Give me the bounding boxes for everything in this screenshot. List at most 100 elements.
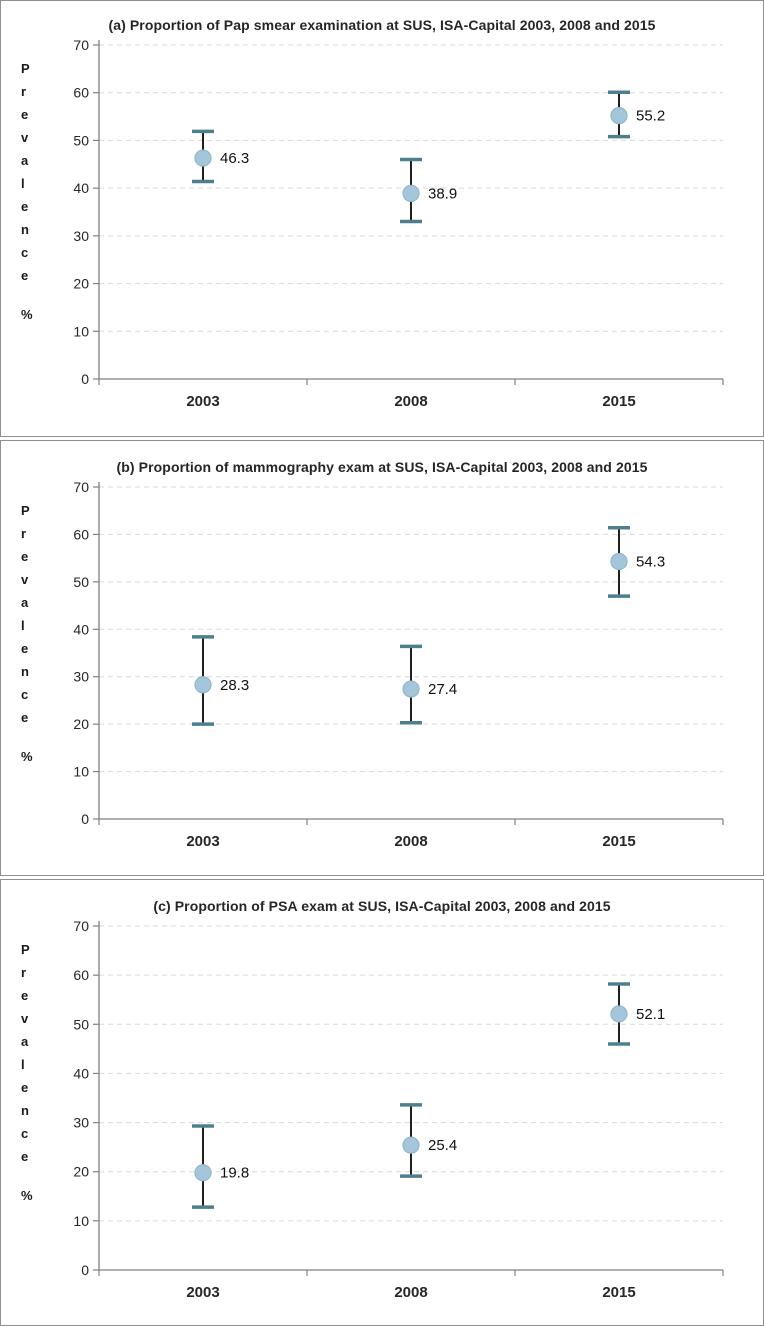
chart-panel-a: (a) Proportion of Pap smear examination … bbox=[0, 0, 764, 437]
y-axis-letter: e bbox=[21, 107, 29, 122]
y-tick-label: 0 bbox=[81, 371, 89, 387]
y-axis-letter: n bbox=[21, 1103, 29, 1118]
y-tick-label: 30 bbox=[73, 1115, 89, 1131]
x-tick-label: 2008 bbox=[394, 833, 427, 850]
y-axis-unit: % bbox=[21, 1188, 33, 1203]
y-tick-label: 60 bbox=[73, 967, 89, 983]
value-label: 38.9 bbox=[428, 185, 457, 202]
data-point bbox=[194, 1164, 212, 1182]
chart-canvas: 0 10 20 30 40 50 60 70 2003 28.3 2008 27.4 2015 54.3 bbox=[73, 479, 724, 850]
chart-panel-b: (b) Proportion of mammography exam at SU… bbox=[0, 440, 764, 876]
y-tick-label: 50 bbox=[73, 132, 89, 148]
chart-panel-c: (c) Proportion of PSA exam at SUS, ISA-C… bbox=[0, 879, 764, 1326]
x-tick-label: 2015 bbox=[602, 833, 635, 850]
y-axis-letter: n bbox=[21, 222, 29, 237]
x-tick-label: 2003 bbox=[186, 833, 219, 850]
y-tick-label: 30 bbox=[73, 228, 89, 244]
value-label: 19.8 bbox=[220, 1165, 249, 1182]
y-tick-label: 40 bbox=[73, 1065, 89, 1081]
y-tick-label: 60 bbox=[73, 526, 89, 542]
y-axis-letter: P bbox=[21, 503, 30, 518]
chart-title-b: (b) Proportion of mammography exam at SU… bbox=[116, 459, 648, 475]
x-tick-label: 2003 bbox=[186, 393, 219, 410]
x-tick-label: 2003 bbox=[186, 1284, 219, 1301]
value-label: 27.4 bbox=[428, 681, 457, 698]
value-label: 28.3 bbox=[220, 677, 249, 694]
y-axis-letter: v bbox=[21, 572, 29, 587]
data-point bbox=[402, 184, 420, 202]
y-tick-label: 70 bbox=[73, 37, 89, 53]
y-axis-letter: c bbox=[21, 245, 29, 260]
y-axis-letter: e bbox=[21, 1080, 29, 1095]
chart-title-c: (c) Proportion of PSA exam at SUS, ISA-C… bbox=[153, 898, 611, 914]
y-axis-letter: c bbox=[21, 687, 29, 702]
y-axis-letter: l bbox=[21, 1057, 25, 1072]
y-axis-letter: r bbox=[21, 84, 27, 99]
y-tick-label: 40 bbox=[73, 621, 89, 637]
y-tick-label: 20 bbox=[73, 1164, 89, 1180]
y-tick-label: 10 bbox=[73, 764, 89, 780]
data-point bbox=[194, 149, 212, 167]
x-tick-label: 2015 bbox=[602, 393, 635, 410]
data-point bbox=[610, 107, 628, 125]
value-label: 55.2 bbox=[636, 108, 665, 125]
y-axis-letter: v bbox=[21, 1011, 29, 1026]
data-point bbox=[194, 676, 212, 694]
y-axis-letter: r bbox=[21, 965, 27, 980]
y-axis-unit: % bbox=[21, 749, 33, 764]
y-tick-label: 30 bbox=[73, 669, 89, 685]
y-tick-label: 50 bbox=[73, 1016, 89, 1032]
y-axis-letter: e bbox=[21, 710, 29, 725]
y-axis-letter: P bbox=[21, 61, 30, 76]
y-tick-label: 20 bbox=[73, 716, 89, 732]
data-point bbox=[610, 1005, 628, 1023]
chart-canvas: 0 10 20 30 40 50 60 70 2003 46.3 2008 38.9 2015 55.2 bbox=[73, 37, 724, 410]
y-axis-letter: e bbox=[21, 199, 29, 214]
y-axis-letter: n bbox=[21, 664, 29, 679]
y-tick-label: 10 bbox=[73, 323, 89, 339]
y-tick-label: 70 bbox=[73, 479, 89, 495]
value-label: 52.1 bbox=[636, 1006, 665, 1023]
x-tick-label: 2015 bbox=[602, 1284, 635, 1301]
y-axis-letter: l bbox=[21, 618, 25, 633]
value-label: 46.3 bbox=[220, 150, 249, 167]
data-point bbox=[402, 1136, 420, 1154]
y-axis-letter: e bbox=[21, 549, 29, 564]
y-axis-letter: a bbox=[21, 1034, 29, 1049]
data-point bbox=[610, 552, 628, 571]
y-axis-letter: c bbox=[21, 1126, 29, 1141]
y-axis-letter: e bbox=[21, 641, 29, 656]
y-axis-letter: a bbox=[21, 595, 29, 610]
value-label: 54.3 bbox=[636, 553, 665, 570]
y-tick-label: 40 bbox=[73, 180, 89, 196]
y-tick-label: 10 bbox=[73, 1213, 89, 1229]
chart-canvas: 0 10 20 30 40 50 60 70 2003 19.8 2008 25.4 2015 52.1 bbox=[73, 918, 724, 1301]
y-axis-letter: e bbox=[21, 1149, 29, 1164]
data-point bbox=[402, 680, 420, 698]
y-axis-letter: r bbox=[21, 526, 27, 541]
y-axis-unit: % bbox=[21, 307, 33, 322]
y-axis-letter: a bbox=[21, 153, 29, 168]
y-axis-letter: v bbox=[21, 130, 29, 145]
y-tick-label: 0 bbox=[81, 1262, 89, 1278]
x-tick-label: 2008 bbox=[394, 393, 427, 410]
y-tick-label: 20 bbox=[73, 276, 89, 292]
x-tick-label: 2008 bbox=[394, 1284, 427, 1301]
value-label: 25.4 bbox=[428, 1137, 457, 1154]
y-tick-label: 50 bbox=[73, 574, 89, 590]
y-tick-label: 0 bbox=[81, 811, 89, 827]
y-axis-letter: e bbox=[21, 268, 29, 283]
chart-title-a: (a) Proportion of Pap smear examination … bbox=[108, 17, 656, 33]
y-tick-label: 60 bbox=[73, 85, 89, 101]
y-axis-letter: e bbox=[21, 988, 29, 1003]
y-tick-label: 70 bbox=[73, 918, 89, 934]
y-axis-letter: P bbox=[21, 942, 30, 957]
y-axis-letter: l bbox=[21, 176, 25, 191]
